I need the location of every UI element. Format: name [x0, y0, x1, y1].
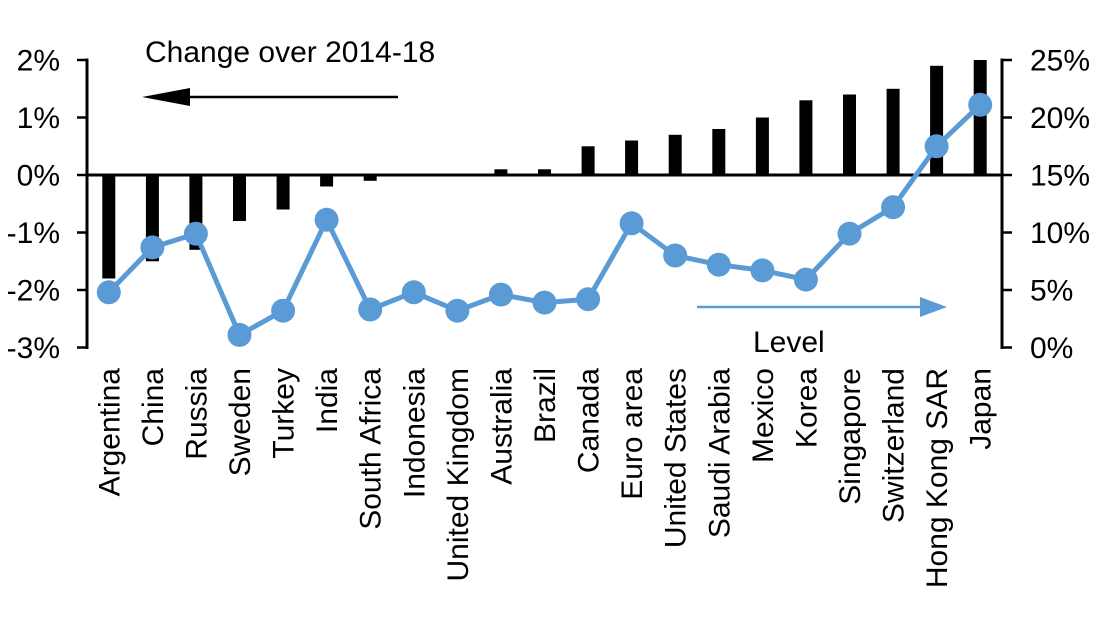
marker-india: [314, 207, 339, 232]
marker-united-kingdom: [445, 298, 470, 323]
marker-south-africa: [358, 297, 383, 322]
bar-turkey: [276, 175, 290, 210]
marker-mexico: [750, 258, 775, 283]
left-axis-tick-label: -2%: [7, 275, 60, 308]
marker-saudi-arabia: [706, 252, 731, 277]
category-label-canada: Canada: [573, 368, 606, 473]
category-label-korea: Korea: [790, 368, 823, 448]
bar-saudi-arabia: [712, 129, 726, 175]
category-label-mexico: Mexico: [747, 368, 780, 463]
category-label-switzerland: Switzerland: [878, 368, 911, 523]
right-axis-tick-label: 15%: [1030, 160, 1090, 193]
category-label-united-states: United States: [660, 368, 693, 548]
category-label-china: China: [137, 368, 170, 447]
marker-singapore: [837, 221, 862, 246]
bar-singapore: [843, 94, 856, 175]
category-label-brazil: Brazil: [529, 368, 562, 443]
bar-euro-area: [625, 140, 639, 175]
change-arrow-head: [142, 88, 190, 106]
category-label-australia: Australia: [485, 368, 518, 485]
bar-canada: [581, 146, 595, 176]
category-label-saudi-arabia: Saudi Arabia: [703, 368, 736, 538]
category-label-south-africa: South Africa: [355, 368, 388, 530]
marker-china: [140, 235, 165, 260]
category-label-united-kingdom: United Kingdom: [442, 368, 475, 581]
level-arrow-head: [920, 297, 947, 317]
left-axis-tick-label: 1%: [17, 102, 60, 135]
bar-sweden: [233, 175, 246, 221]
bar-argentina: [102, 175, 116, 279]
marker-korea: [793, 267, 818, 292]
category-label-india: India: [311, 368, 344, 433]
marker-switzerland: [881, 195, 906, 220]
left-axis-tick-label: 2%: [17, 45, 60, 78]
bar-united-states: [668, 134, 682, 176]
category-label-singapore: Singapore: [834, 368, 867, 505]
marker-russia: [183, 221, 208, 246]
marker-japan: [968, 92, 993, 117]
marker-turkey: [271, 298, 296, 323]
category-label-indonesia: Indonesia: [398, 368, 431, 498]
category-label-sweden: Sweden: [224, 368, 257, 476]
right-axis-tick-label: 20%: [1030, 102, 1090, 135]
right-axis-tick-label: 5%: [1030, 275, 1073, 308]
left-axis-tick-label: 0%: [17, 160, 60, 193]
marker-canada: [576, 287, 601, 312]
left-axis-tick-label: -1%: [7, 217, 60, 250]
bar-brazil: [538, 169, 551, 176]
right-axis-tick-label: 10%: [1030, 217, 1090, 250]
marker-euro-area: [619, 211, 644, 236]
bar-mexico: [755, 117, 769, 175]
bar-japan: [973, 60, 987, 175]
bar-series-annotation: Change over 2014-18: [145, 36, 436, 69]
category-label-argentina: Argentina: [93, 368, 126, 497]
right-axis-tick-label: 25%: [1030, 45, 1090, 78]
bar-india: [320, 175, 334, 187]
line-series-annotation: Level: [753, 326, 825, 359]
marker-united-states: [663, 243, 688, 268]
bar-hong-kong-sar: [930, 65, 944, 176]
bar-korea: [799, 100, 813, 176]
bar-switzerland: [886, 88, 900, 176]
marker-indonesia: [401, 280, 426, 305]
marker-sweden: [227, 322, 252, 347]
category-label-turkey: Turkey: [268, 368, 301, 459]
marker-argentina: [96, 280, 121, 305]
right-axis-tick-label: 0%: [1030, 332, 1073, 365]
category-label-russia: Russia: [180, 368, 213, 460]
marker-hong-kong-sar: [924, 134, 949, 159]
category-label-japan: Japan: [965, 368, 998, 450]
bar-south-africa: [363, 175, 377, 181]
marker-brazil: [532, 290, 557, 315]
category-label-euro-area: Euro area: [616, 368, 649, 500]
marker-australia: [488, 282, 513, 307]
bar-australia: [494, 169, 508, 176]
left-axis-tick-label: -3%: [7, 332, 60, 365]
category-label-hong-kong-sar: Hong Kong SAR: [921, 368, 954, 588]
